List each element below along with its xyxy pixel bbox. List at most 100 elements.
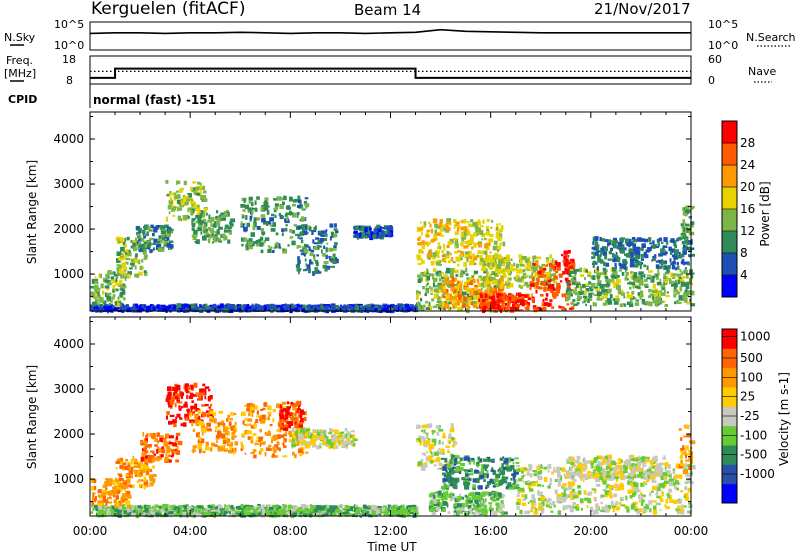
heatmap-cell bbox=[386, 225, 392, 231]
heatmap-cell bbox=[141, 452, 145, 457]
heatmap-cell bbox=[585, 288, 590, 292]
heatmap-cell bbox=[122, 243, 127, 248]
heatmap-cell bbox=[164, 456, 168, 462]
heatmap-cell bbox=[203, 207, 207, 212]
heatmap-cell bbox=[516, 269, 522, 274]
heatmap-cell bbox=[296, 268, 301, 272]
heatmap-cell bbox=[546, 287, 551, 291]
heatmap-cell bbox=[158, 448, 161, 453]
heatmap-cell bbox=[280, 306, 283, 311]
heatmap-cell bbox=[440, 285, 443, 289]
heatmap-cell bbox=[200, 220, 204, 224]
heatmap-cell bbox=[97, 489, 102, 494]
heatmap-cell bbox=[273, 198, 278, 201]
heatmap-cell bbox=[603, 261, 606, 267]
heatmap-cell bbox=[182, 196, 185, 202]
heatmap-cell bbox=[110, 299, 113, 303]
freq-panel-frame bbox=[89, 55, 692, 85]
heatmap-cell bbox=[382, 230, 385, 234]
heatmap-cell bbox=[674, 279, 678, 284]
heatmap-cell bbox=[117, 298, 120, 302]
heatmap-cell bbox=[419, 258, 423, 261]
heatmap-cell bbox=[114, 306, 118, 309]
heatmap-cell bbox=[174, 451, 178, 455]
heatmap-cell bbox=[344, 505, 349, 508]
heatmap-cell bbox=[541, 263, 546, 266]
heatmap-cell bbox=[597, 255, 601, 260]
heatmap-cell bbox=[593, 294, 599, 297]
heatmap-cell bbox=[587, 298, 590, 303]
heatmap-cell bbox=[660, 292, 666, 296]
heatmap-cell bbox=[654, 289, 658, 294]
heatmap-cell bbox=[274, 214, 277, 218]
heatmap-cell bbox=[438, 277, 442, 282]
heatmap-cell bbox=[93, 284, 99, 289]
heatmap-cell bbox=[653, 257, 656, 261]
heatmap-cell bbox=[553, 273, 557, 277]
heatmap-cell bbox=[606, 298, 612, 303]
heatmap-cell bbox=[304, 258, 307, 262]
heatmap-cell bbox=[543, 287, 547, 292]
heatmap-cell bbox=[436, 245, 442, 250]
heatmap-cell bbox=[537, 270, 542, 275]
heatmap-cell bbox=[415, 304, 419, 310]
heatmap-cell bbox=[168, 441, 173, 445]
heatmap-cell bbox=[654, 300, 660, 304]
heatmap-cell bbox=[322, 252, 327, 257]
heatmap-cell bbox=[618, 262, 622, 266]
heatmap-cell bbox=[688, 254, 691, 257]
heatmap-cell bbox=[153, 247, 155, 251]
heatmap-cell bbox=[566, 284, 571, 290]
heatmap-cell bbox=[572, 299, 576, 302]
heatmap-cell bbox=[661, 286, 666, 291]
heatmap-cell bbox=[446, 218, 452, 223]
heatmap-cell bbox=[453, 295, 458, 300]
heatmap-cell bbox=[606, 281, 611, 287]
heatmap-cell bbox=[184, 401, 188, 406]
heatmap-cell bbox=[146, 433, 149, 438]
heatmap-cell bbox=[661, 263, 664, 268]
heatmap-cell bbox=[94, 293, 98, 298]
heatmap-cell bbox=[385, 234, 388, 238]
heatmap-cell bbox=[229, 223, 234, 227]
heatmap-cell bbox=[183, 180, 187, 186]
heatmap-cell bbox=[139, 265, 143, 271]
heatmap-cell bbox=[451, 276, 455, 282]
heatmap-cell bbox=[549, 267, 553, 272]
heatmap-cell bbox=[565, 267, 569, 270]
heatmap-cell bbox=[462, 219, 467, 224]
heatmap-cell bbox=[563, 255, 567, 260]
heatmap-cell bbox=[611, 274, 616, 279]
heatmap-cell bbox=[613, 297, 619, 301]
heatmap-cell bbox=[207, 309, 209, 312]
heatmap-cell bbox=[119, 457, 123, 462]
heatmap-cell bbox=[262, 305, 265, 308]
heatmap-cell bbox=[456, 221, 460, 225]
heatmap-cell bbox=[174, 195, 178, 199]
heatmap-cell bbox=[686, 274, 689, 279]
heatmap-cell bbox=[409, 307, 412, 311]
heatmap-cell bbox=[296, 512, 299, 516]
heatmap-cell bbox=[276, 197, 281, 201]
date-title: 21/Nov/2017 bbox=[594, 0, 691, 18]
heatmap-cell bbox=[537, 287, 543, 290]
heatmap-cell bbox=[532, 268, 538, 271]
heatmap-cell bbox=[646, 265, 649, 271]
heatmap-cell bbox=[550, 302, 553, 307]
heatmap-cell bbox=[496, 290, 501, 295]
heatmap-cell bbox=[153, 228, 158, 233]
heatmap-cell bbox=[243, 508, 247, 514]
heatmap-cell bbox=[467, 220, 470, 223]
heatmap-cell bbox=[441, 254, 446, 257]
heatmap-cell bbox=[248, 508, 252, 513]
heatmap-cell bbox=[545, 293, 549, 297]
heatmap-cell bbox=[207, 514, 212, 517]
heatmap-cell bbox=[256, 226, 261, 230]
heatmap-cell bbox=[599, 283, 604, 289]
heatmap-cell bbox=[306, 264, 311, 269]
heatmap-cell bbox=[502, 241, 506, 247]
heatmap-cell bbox=[376, 224, 381, 230]
heatmap-cell bbox=[119, 464, 124, 470]
heatmap-cell bbox=[490, 265, 494, 270]
heatmap-cell bbox=[137, 238, 141, 242]
